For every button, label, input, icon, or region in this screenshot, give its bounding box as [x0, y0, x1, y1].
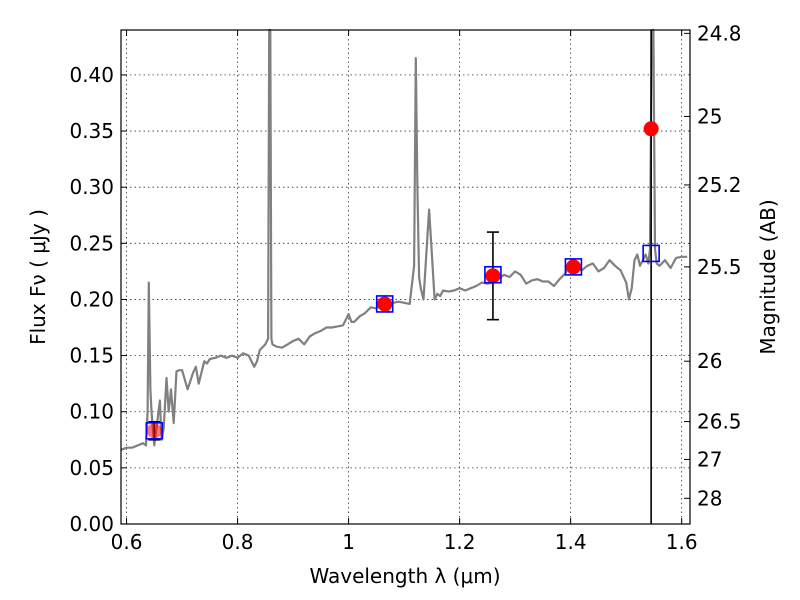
x-tick-label: 0.8: [222, 530, 254, 554]
y-axis-ticks: 0.00 0.05 0.10 0.15 0.20 0.25 0.30 0.35 0.40: [69, 63, 127, 536]
x-axis-ticks: 0.6 0.8 1 1.2 1.4 1.6: [111, 30, 698, 554]
right-axis-ticks: 24.8 25 25.2 25.5 26 26.5 27 28: [684, 21, 742, 510]
right-tick-label: 27: [697, 447, 722, 471]
y-tick-label: 0.05: [69, 456, 114, 480]
model-band-point: [375, 295, 394, 313]
observed-point: [643, 121, 659, 137]
y-tick-label: 0.30: [69, 175, 114, 199]
y-tick-label: 0.00: [69, 512, 114, 536]
right-tick-label: 26: [697, 349, 722, 373]
x-tick-label: 1.4: [555, 530, 587, 554]
observed-point: [377, 296, 393, 312]
x-axis-title: Wavelength λ (μm): [309, 564, 500, 588]
y-tick-label: 0.10: [69, 400, 114, 424]
observed-point: [565, 259, 581, 275]
y-tick-label: 0.40: [69, 63, 114, 87]
y-tick-label: 0.25: [69, 231, 114, 255]
grid: [121, 30, 690, 525]
x-tick-label: 1.6: [666, 530, 698, 554]
model-band-point: [642, 244, 660, 263]
y-tick-label: 0.20: [69, 287, 114, 311]
x-tick-label: 0.6: [111, 530, 143, 554]
model-band-point: [145, 422, 164, 440]
observed-point: [485, 268, 501, 284]
right-tick-label: 25.2: [697, 173, 742, 197]
y-tick-label: 0.35: [69, 119, 114, 143]
x-tick-label: 1.2: [444, 530, 476, 554]
right-tick-label: 25: [697, 104, 722, 128]
model-band-point: [564, 258, 583, 276]
right-tick-label: 26.5: [697, 410, 742, 434]
model-band-point: [484, 265, 502, 284]
y-tick-label: 0.15: [69, 344, 114, 368]
y-axis-title: Flux Fν ( μJy ): [26, 209, 50, 345]
plot-frame: [120, 29, 691, 525]
x-tick-label: 1: [342, 530, 355, 554]
right-tick-label: 28: [697, 486, 722, 510]
observed-point: [146, 423, 162, 439]
model-spectrum-line: [120, 28, 688, 451]
photometry-layer: [145, 30, 660, 524]
right-tick-label: 25.5: [697, 255, 742, 279]
right-axis-title: Magnitude (AB): [756, 199, 780, 354]
right-tick-label: 24.8: [697, 21, 742, 45]
model-spectrum-layer: [120, 28, 688, 451]
